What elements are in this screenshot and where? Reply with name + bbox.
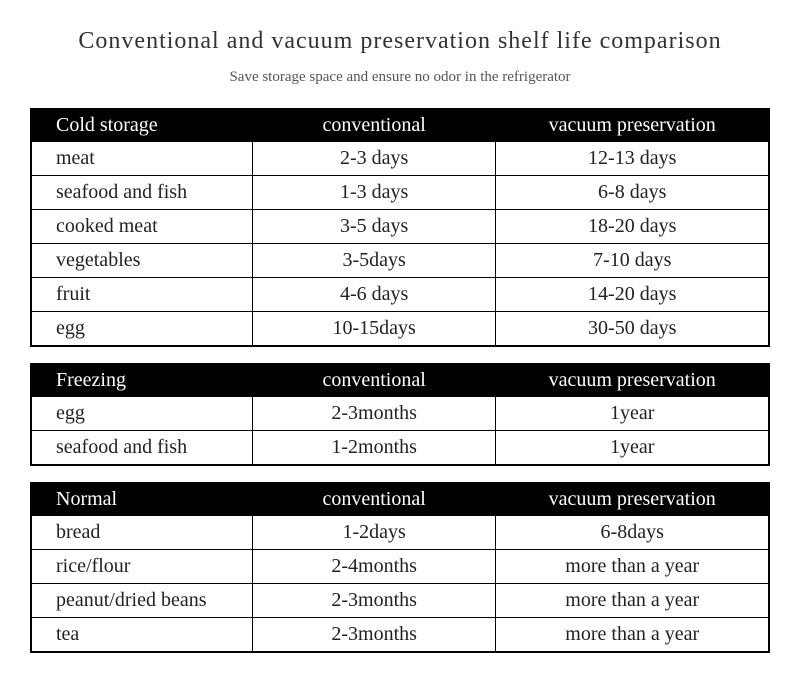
table-row: meat 2-3 days 12-13 days: [31, 142, 769, 176]
cell-vacuum: 1year: [496, 397, 769, 431]
table-row: bread 1-2days 6-8days: [31, 516, 769, 550]
cell-item: seafood and fish: [31, 431, 252, 466]
page-subtitle: Save storage space and ensure no odor in…: [30, 69, 770, 86]
table-row: vegetables 3-5days 7-10 days: [31, 244, 769, 278]
cell-item: bread: [31, 516, 252, 550]
table-row: cooked meat 3-5 days 18-20 days: [31, 210, 769, 244]
cell-conventional: 2-3months: [252, 584, 496, 618]
cell-vacuum: more than a year: [496, 550, 769, 584]
table-row: egg 10-15days 30-50 days: [31, 312, 769, 347]
header-category: Cold storage: [31, 109, 252, 142]
table-header-row: Freezing conventional vacuum preservatio…: [31, 364, 769, 397]
cell-item: vegetables: [31, 244, 252, 278]
cell-conventional: 10-15days: [252, 312, 496, 347]
table-row: seafood and fish 1-2months 1year: [31, 431, 769, 466]
cell-vacuum: 14-20 days: [496, 278, 769, 312]
cell-vacuum: 12-13 days: [496, 142, 769, 176]
cell-conventional: 2-3months: [252, 618, 496, 653]
cell-conventional: 1-3 days: [252, 176, 496, 210]
cell-conventional: 1-2months: [252, 431, 496, 466]
cell-conventional: 3-5 days: [252, 210, 496, 244]
cell-conventional: 3-5days: [252, 244, 496, 278]
table-header-row: Normal conventional vacuum preservation: [31, 483, 769, 516]
cell-item: rice/flour: [31, 550, 252, 584]
page-title: Conventional and vacuum preservation she…: [30, 28, 770, 55]
cell-vacuum: more than a year: [496, 584, 769, 618]
table-row: fruit 4-6 days 14-20 days: [31, 278, 769, 312]
cell-vacuum: 1year: [496, 431, 769, 466]
table-row: egg 2-3months 1year: [31, 397, 769, 431]
table-freezing: Freezing conventional vacuum preservatio…: [30, 363, 770, 466]
cell-vacuum: 6-8days: [496, 516, 769, 550]
header-vacuum: vacuum preservation: [496, 364, 769, 397]
table-row: rice/flour 2-4months more than a year: [31, 550, 769, 584]
cell-item: egg: [31, 397, 252, 431]
cell-item: fruit: [31, 278, 252, 312]
header-conventional: conventional: [252, 364, 496, 397]
cell-vacuum: 6-8 days: [496, 176, 769, 210]
table-normal: Normal conventional vacuum preservation …: [30, 482, 770, 653]
header-category: Freezing: [31, 364, 252, 397]
cell-vacuum: more than a year: [496, 618, 769, 653]
header-category: Normal: [31, 483, 252, 516]
cell-vacuum: 7-10 days: [496, 244, 769, 278]
cell-conventional: 2-3months: [252, 397, 496, 431]
table-row: peanut/dried beans 2-3months more than a…: [31, 584, 769, 618]
header-conventional: conventional: [252, 109, 496, 142]
cell-conventional: 4-6 days: [252, 278, 496, 312]
cell-conventional: 2-3 days: [252, 142, 496, 176]
cell-conventional: 2-4months: [252, 550, 496, 584]
cell-item: cooked meat: [31, 210, 252, 244]
table-row: seafood and fish 1-3 days 6-8 days: [31, 176, 769, 210]
header-vacuum: vacuum preservation: [496, 483, 769, 516]
table-header-row: Cold storage conventional vacuum preserv…: [31, 109, 769, 142]
cell-vacuum: 30-50 days: [496, 312, 769, 347]
cell-item: peanut/dried beans: [31, 584, 252, 618]
page: Conventional and vacuum preservation she…: [0, 0, 800, 689]
cell-conventional: 1-2days: [252, 516, 496, 550]
table-row: tea 2-3months more than a year: [31, 618, 769, 653]
cell-item: tea: [31, 618, 252, 653]
header-conventional: conventional: [252, 483, 496, 516]
cell-item: egg: [31, 312, 252, 347]
header-vacuum: vacuum preservation: [496, 109, 769, 142]
cell-item: meat: [31, 142, 252, 176]
table-cold-storage: Cold storage conventional vacuum preserv…: [30, 108, 770, 347]
cell-vacuum: 18-20 days: [496, 210, 769, 244]
cell-item: seafood and fish: [31, 176, 252, 210]
